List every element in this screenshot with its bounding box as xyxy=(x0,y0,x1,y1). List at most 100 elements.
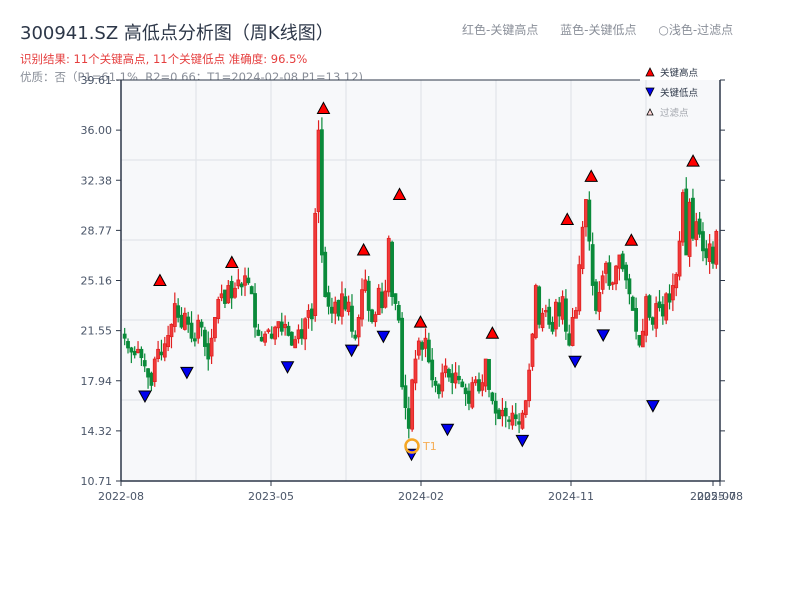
candle-body xyxy=(684,188,689,256)
key-high-marker xyxy=(413,315,428,328)
candle-body xyxy=(677,240,682,277)
candle-body xyxy=(650,317,655,325)
key-low-marker xyxy=(515,434,530,448)
candle-body xyxy=(122,333,127,339)
candle-body xyxy=(139,348,144,359)
candle-body xyxy=(236,279,241,287)
x-tick-label: 2024-11 xyxy=(548,490,594,503)
legend-high-label: 关键高点 xyxy=(660,67,699,79)
candle-body xyxy=(430,359,435,381)
y-tick-label: 21.55 xyxy=(81,325,113,338)
result-summary: 识别结果: 11个关键高点, 11个关键低点 准确度: 96.5% xyxy=(20,52,308,66)
candle-body xyxy=(557,302,562,317)
candle-body xyxy=(654,303,659,329)
legend-light-label: ○浅色-过滤点 xyxy=(658,23,734,37)
candle-body xyxy=(259,336,264,342)
candle-body xyxy=(209,337,214,357)
candle-body xyxy=(707,243,712,262)
axes: 39.61 36.00 32.38 28.77 25.16 21.55 17.94 14.32… xyxy=(81,74,743,503)
candle-body xyxy=(667,293,672,303)
candle-body xyxy=(470,382,475,408)
candle-body xyxy=(543,310,548,313)
candle-body xyxy=(540,312,545,329)
candle-body xyxy=(219,293,224,299)
candle-body xyxy=(507,419,511,422)
candle-body xyxy=(149,372,154,386)
candle-body xyxy=(189,322,194,339)
key-low-marker xyxy=(280,361,295,374)
candle-body xyxy=(537,286,542,325)
key-low-marker xyxy=(596,329,611,342)
candle-body xyxy=(447,369,451,378)
candle-body xyxy=(156,348,160,360)
candle-body xyxy=(687,201,692,257)
candle-body xyxy=(233,287,237,298)
key-low-marker xyxy=(440,423,455,437)
candle-body xyxy=(637,334,642,346)
candle-body xyxy=(423,337,428,349)
candle-body xyxy=(309,308,314,320)
legend-red-label: 红色-关键高点 xyxy=(462,23,539,37)
candle-body xyxy=(279,321,284,332)
candle-body xyxy=(457,375,461,381)
candle-body xyxy=(483,358,488,387)
key-high-marker xyxy=(560,212,575,225)
candle-body xyxy=(360,289,364,320)
legend-filtered-label: 过滤点 xyxy=(660,107,689,119)
candle-body xyxy=(640,330,645,348)
candle-body xyxy=(620,253,625,270)
candle-body xyxy=(323,251,328,297)
candle-body xyxy=(517,421,522,425)
candle-body xyxy=(199,321,204,328)
candle-body xyxy=(570,317,575,346)
candle-body xyxy=(296,329,301,340)
candle-body xyxy=(523,400,528,416)
candle-body xyxy=(166,335,171,348)
candle-body xyxy=(433,380,438,386)
key-low-marker xyxy=(568,355,582,369)
candle-body xyxy=(226,285,231,304)
candle-body xyxy=(614,265,618,285)
candle-body xyxy=(681,192,685,243)
candle-body xyxy=(273,326,277,340)
key-high-marker xyxy=(584,169,599,182)
candle-body xyxy=(450,373,455,384)
candle-body xyxy=(239,283,244,288)
candle-body xyxy=(711,246,715,264)
key-high-marker xyxy=(316,101,331,114)
candle-body xyxy=(627,278,632,295)
candle-body xyxy=(343,296,348,310)
candle-body xyxy=(691,197,695,239)
candle-body xyxy=(152,358,157,383)
key-high-marker xyxy=(224,255,239,268)
candle-body xyxy=(617,254,622,269)
candle-body xyxy=(373,314,378,323)
candle-body xyxy=(192,338,197,342)
candle-body xyxy=(403,385,408,408)
candle-body xyxy=(714,230,719,265)
candle-body xyxy=(213,317,217,339)
candle-body xyxy=(597,292,602,312)
key-low-marker xyxy=(180,366,194,380)
candle-body xyxy=(587,199,592,242)
candle-body xyxy=(694,221,699,241)
candle-body xyxy=(480,382,485,391)
candle-body xyxy=(370,309,374,322)
candle-body xyxy=(186,316,191,325)
candle-body xyxy=(293,339,298,349)
candle-body xyxy=(503,407,508,417)
candle-body xyxy=(303,318,308,340)
key-low-marker xyxy=(376,330,391,344)
x-tick-label: 2022-08 xyxy=(98,490,144,503)
candle-body xyxy=(610,282,615,285)
candle-body xyxy=(453,372,458,384)
candle-body xyxy=(243,275,247,286)
candle-body xyxy=(313,212,318,316)
candle-body xyxy=(440,372,445,392)
candle-body xyxy=(513,414,518,420)
candle-body xyxy=(246,277,251,284)
gridlines xyxy=(121,80,720,481)
candle-body xyxy=(269,333,274,339)
x-tick-label: 2025-07 xyxy=(690,490,736,503)
candle-body xyxy=(253,293,257,328)
